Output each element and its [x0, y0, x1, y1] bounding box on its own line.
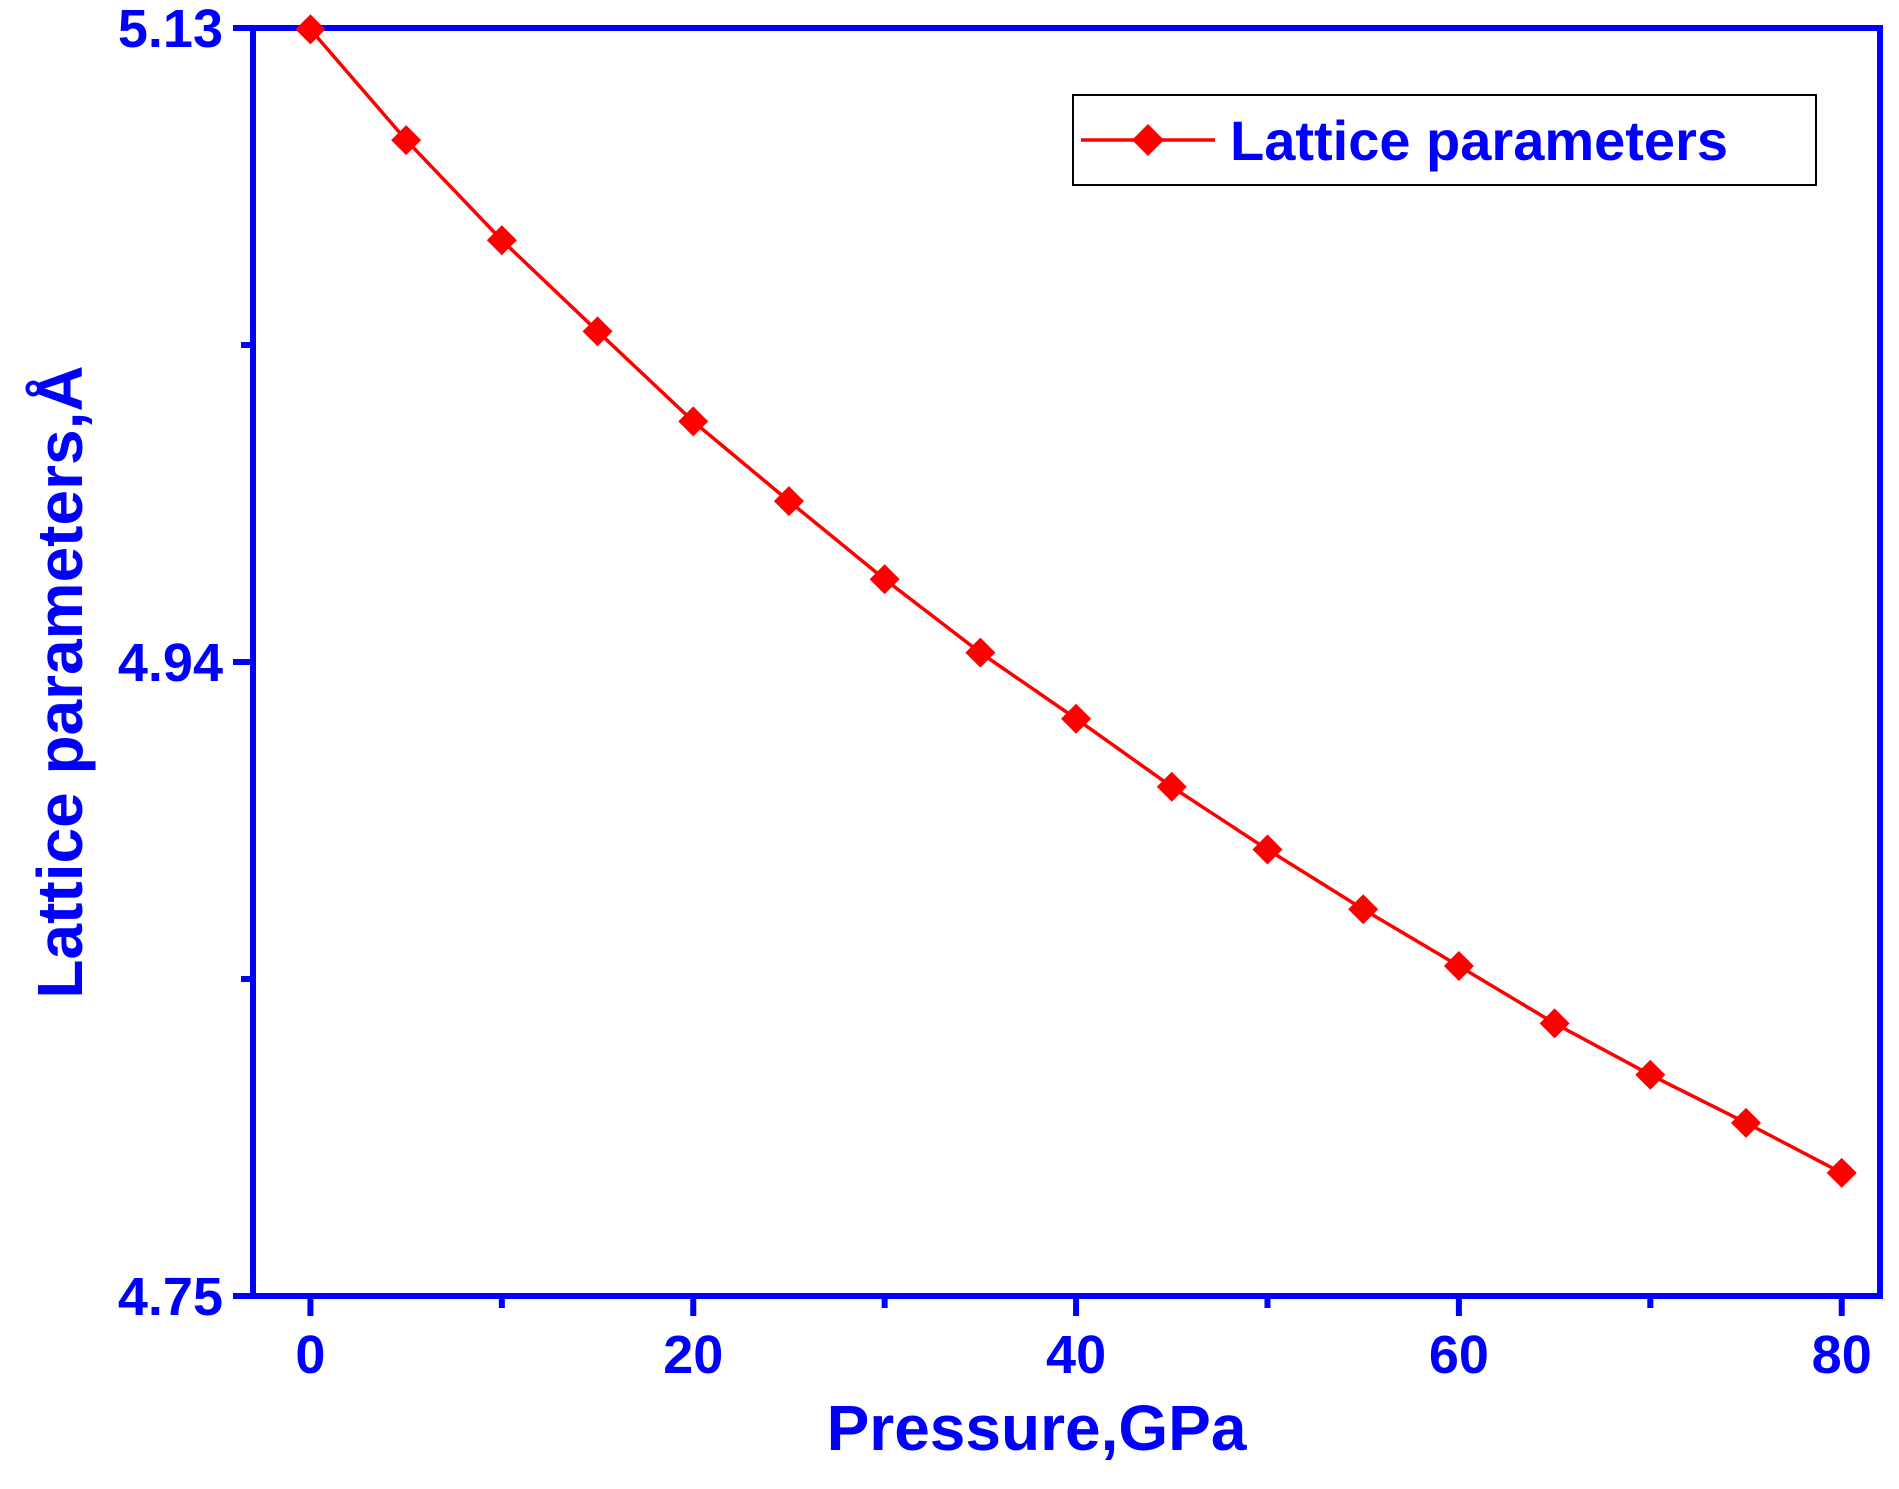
- data-point: [1826, 1157, 1857, 1188]
- x-tick-label: 20: [663, 1325, 723, 1385]
- data-point: [1156, 771, 1187, 802]
- x-axis-title: Pressure,GPa: [827, 1392, 1247, 1464]
- x-tick-label: 60: [1429, 1325, 1489, 1385]
- data-point: [486, 225, 517, 256]
- data-point: [1731, 1107, 1762, 1138]
- legend: Lattice parameters: [1072, 94, 1817, 186]
- y-tick-label: 4.75: [118, 1267, 223, 1327]
- series-line: [309, 28, 1843, 1175]
- legend-label: Lattice parameters: [1230, 109, 1728, 172]
- data-point: [678, 406, 709, 437]
- data-point: [1348, 894, 1379, 925]
- text-layer: 0 20 40 60 80 4.75 4.94 5.13 Pressure,GPa Lattice…: [24, 0, 1872, 1464]
- data-point: [1061, 703, 1092, 734]
- data-point: [582, 316, 613, 347]
- y-tick-label: 5.13: [118, 0, 223, 59]
- y-tick-label: 4.94: [118, 633, 223, 693]
- marks-layer: [233, 14, 1883, 1316]
- y-axis-title: Lattice parameters,Å: [24, 365, 96, 998]
- x-tick-label: 80: [1812, 1325, 1872, 1385]
- data-point: [391, 125, 422, 156]
- data-point: [1252, 834, 1283, 865]
- data-point: [295, 14, 326, 45]
- data-point: [1539, 1008, 1570, 1039]
- plot-frame: [250, 25, 1883, 1299]
- data-point: [965, 637, 996, 668]
- data-point: [773, 486, 804, 517]
- legend-marker: [1132, 124, 1164, 156]
- data-point: [869, 564, 900, 595]
- data-point: [1443, 950, 1474, 981]
- data-point: [1635, 1059, 1666, 1090]
- x-tick-label: 0: [295, 1325, 325, 1385]
- x-tick-label: 40: [1046, 1325, 1106, 1385]
